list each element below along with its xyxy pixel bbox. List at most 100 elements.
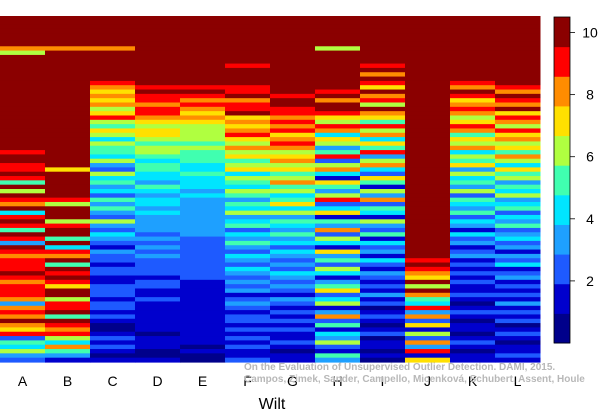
heatmap-cell (90, 158, 136, 164)
heatmap-cell (315, 206, 361, 212)
heatmap-cell (315, 167, 361, 173)
heatmap-cell (270, 197, 316, 203)
heatmap-cell (225, 331, 271, 337)
heatmap-cell (225, 180, 271, 186)
heatmap-cell (135, 214, 181, 220)
heatmap-cell (495, 353, 541, 359)
heatmap-cell (495, 349, 541, 354)
heatmap-cell (450, 288, 496, 294)
heatmap-cell (225, 76, 271, 82)
heatmap-cell (90, 232, 136, 238)
heatmap-cell (0, 137, 46, 143)
heatmap-cell (180, 266, 226, 272)
heatmap-cell (135, 197, 181, 203)
heatmap-cell (450, 253, 496, 259)
heatmap-cell (360, 184, 406, 190)
heatmap-cell (270, 349, 316, 354)
heatmap-cell (405, 279, 451, 285)
heatmap-cell (135, 258, 181, 264)
heatmap-cell (495, 59, 541, 65)
heatmap-cell (135, 171, 181, 177)
heatmap-cell (270, 340, 316, 346)
heatmap-cell (495, 98, 541, 104)
heatmap-cell (450, 154, 496, 160)
heatmap-cell (405, 353, 451, 359)
heatmap-cell (450, 63, 496, 69)
heatmap-cell (495, 46, 541, 52)
x-tick-label: B (63, 373, 72, 389)
heatmap-cell (360, 154, 406, 160)
heatmap-cell (360, 275, 406, 281)
heatmap-cell (405, 137, 451, 143)
heatmap-cell (360, 314, 406, 320)
heatmap-cell (135, 245, 181, 251)
heatmap-cell (180, 93, 226, 99)
heatmap-cell (495, 197, 541, 203)
heatmap-cell (225, 314, 271, 320)
heatmap-cell (0, 288, 46, 294)
heatmap-cell (180, 249, 226, 255)
heatmap-cell (90, 201, 136, 207)
heatmap-cell (270, 327, 316, 333)
heatmap-cell (90, 184, 136, 190)
heatmap-cell (90, 292, 136, 298)
heatmap-cell (180, 310, 226, 316)
heatmap-cell (270, 271, 316, 277)
heatmap-cell (225, 16, 271, 21)
heatmap-cell (360, 111, 406, 117)
heatmap-cell (315, 80, 361, 86)
heatmap-cell (135, 106, 181, 112)
heatmap-cell (450, 111, 496, 117)
heatmap-cell (45, 80, 91, 86)
heatmap-cell (405, 249, 451, 255)
heatmap-cell (495, 150, 541, 155)
heatmap-cell (315, 227, 361, 233)
heatmap-cell (450, 206, 496, 212)
heatmap-cell (405, 297, 451, 303)
heatmap-cell (360, 80, 406, 86)
heatmap-cell (90, 318, 136, 324)
heatmap-cell (225, 124, 271, 130)
heatmap-cell (225, 253, 271, 259)
heatmap-cell (270, 16, 316, 21)
heatmap-cell (135, 305, 181, 311)
heatmap-cell (225, 93, 271, 99)
heatmap-cell (450, 98, 496, 104)
heatmap-cell (270, 253, 316, 259)
heatmap-cell (270, 158, 316, 164)
heatmap-cell (405, 72, 451, 78)
heatmap-cell (270, 288, 316, 294)
heatmap-cell (90, 253, 136, 259)
heatmap-cell (450, 201, 496, 207)
heatmap-cell (270, 245, 316, 251)
heatmap-cell (360, 279, 406, 285)
heatmap-cell (450, 59, 496, 65)
heatmap-cell (495, 80, 541, 86)
heatmap-cell (45, 171, 91, 177)
heatmap-cell (360, 180, 406, 186)
colorbar-border (553, 16, 571, 344)
heatmap-cell (45, 184, 91, 190)
heatmap-cell (135, 28, 181, 34)
heatmap-cell (180, 167, 226, 173)
heatmap-cell (270, 240, 316, 246)
heatmap-cell (495, 24, 541, 30)
heatmap-cell (360, 310, 406, 316)
heatmap-cell (180, 111, 226, 117)
heatmap-cell (0, 37, 46, 43)
heatmap-cell (45, 297, 91, 303)
heatmap-cell (405, 266, 451, 272)
heatmap-cell (360, 206, 406, 212)
heatmap-cell (315, 344, 361, 350)
heatmap-cell (0, 115, 46, 121)
heatmap-cell (315, 193, 361, 199)
heatmap-cell (135, 288, 181, 294)
heatmap-cell (0, 171, 46, 177)
heatmap-cell (405, 197, 451, 203)
heatmap-cell (315, 318, 361, 324)
colorbar-segment (554, 46, 570, 77)
heatmap-cell (405, 124, 451, 130)
heatmap-cell (450, 128, 496, 134)
heatmap-cell (45, 331, 91, 337)
heatmap-cell (495, 72, 541, 78)
